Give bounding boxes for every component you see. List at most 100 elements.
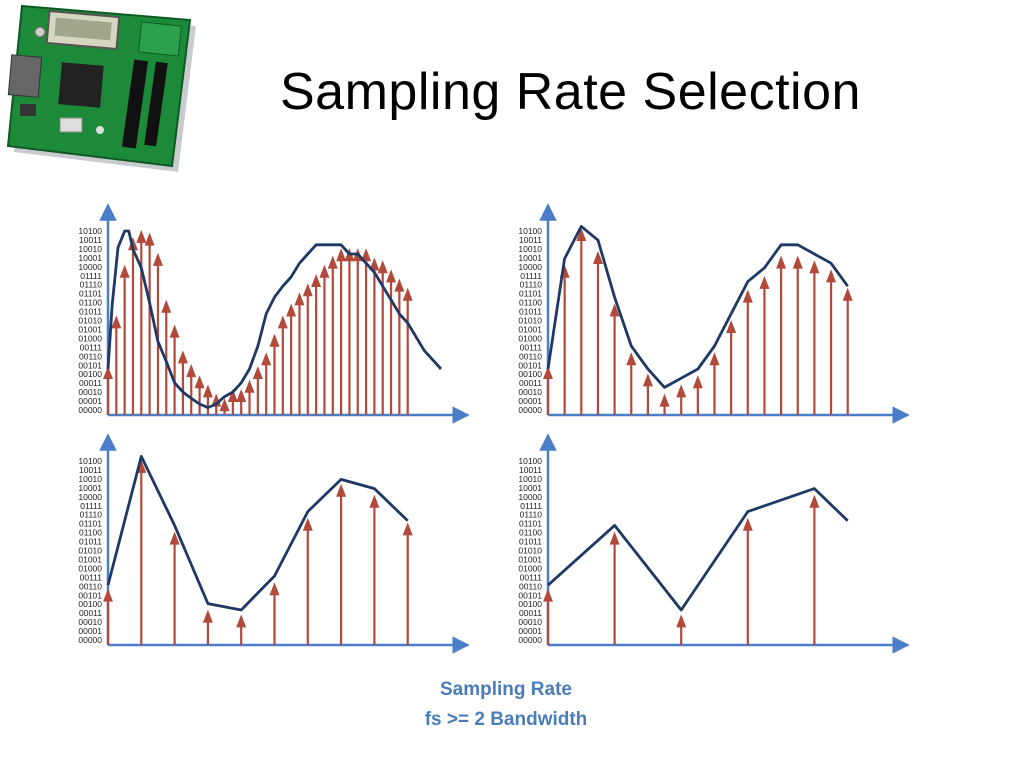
sample-arrowhead — [186, 364, 197, 378]
y-tick-label: 10000 — [518, 492, 542, 502]
y-tick-label: 00101 — [78, 360, 102, 370]
sample-arrow — [302, 517, 313, 645]
y-tick-label: 01011 — [79, 307, 102, 317]
sample-arrow — [676, 384, 687, 415]
y-tick-label: 01110 — [520, 510, 543, 520]
sample-arrow — [394, 278, 405, 415]
sample-arrowhead — [369, 257, 380, 271]
sample-arrow — [543, 588, 553, 645]
y-tick-label: 01001 — [518, 324, 542, 334]
sample-arrowhead — [236, 614, 247, 628]
sample-arrow — [369, 257, 380, 415]
sample-arrowhead — [402, 522, 413, 536]
y-tick-label: 10011 — [79, 235, 102, 245]
y-tick-label: 01101 — [79, 289, 102, 299]
sample-arrowhead — [592, 251, 603, 264]
y-tick-label: 01100 — [519, 298, 542, 308]
y-tick-label: 00100 — [518, 369, 542, 379]
sample-arrowhead — [809, 494, 820, 508]
slide-title: Sampling Rate Selection — [280, 63, 861, 121]
sample-arrowhead — [152, 252, 163, 266]
caption-line-2: fs >= 2 Bandwidth — [424, 709, 588, 730]
y-tick-label: 00011 — [79, 378, 102, 388]
y-tick-label: 01010 — [78, 546, 102, 556]
sample-arrowhead — [369, 494, 380, 508]
sample-arrow — [286, 303, 297, 415]
y-tick-label: 01011 — [79, 537, 102, 547]
y-tick-label: 10100 — [78, 226, 102, 236]
y-tick-label: 01111 — [520, 271, 542, 281]
sample-arrow — [776, 255, 787, 415]
sample-arrow — [103, 588, 113, 645]
sample-arrow — [709, 352, 720, 415]
y-tick-label: 10011 — [519, 235, 542, 245]
sample-arrow — [626, 352, 637, 415]
sample-arrowhead — [676, 614, 687, 628]
sample-arrow — [369, 494, 380, 645]
sample-arrow — [692, 375, 703, 415]
sample-arrowhead — [726, 320, 737, 333]
sample-arrow — [642, 373, 653, 415]
sample-arrow — [336, 248, 347, 415]
sample-arrowhead — [692, 375, 703, 389]
sample-arrowhead — [826, 269, 837, 283]
y-tick-label: 00101 — [518, 360, 542, 370]
sample-arrow — [726, 320, 737, 415]
sample-arrow — [261, 352, 272, 415]
sample-arrow — [194, 375, 205, 415]
sample-arrow — [236, 389, 247, 415]
y-tick-label: 01111 — [80, 501, 102, 511]
y-tick-label: 10000 — [78, 492, 102, 502]
sample-arrowhead — [709, 352, 720, 366]
y-tick-label: 01001 — [78, 554, 102, 564]
y-tick-label: 00011 — [519, 608, 542, 618]
y-tick-label: 01000 — [78, 563, 102, 573]
y-tick-label: 00001 — [78, 626, 102, 636]
sample-arrow — [826, 269, 837, 415]
y-tick-label: 00010 — [78, 617, 102, 627]
sample-arrow — [327, 255, 338, 415]
sample-arrow — [269, 333, 280, 415]
y-tick-label: 10011 — [519, 465, 542, 475]
sample-arrow — [742, 289, 753, 415]
sample-arrow — [609, 303, 620, 415]
sample-arrow — [809, 260, 820, 415]
sample-arrowhead — [144, 232, 155, 246]
sample-arrow — [319, 264, 330, 415]
y-tick-label: 10010 — [78, 474, 102, 484]
sample-arrowhead — [169, 531, 180, 545]
y-tick-label: 00110 — [79, 581, 102, 591]
sample-arrowhead — [626, 352, 637, 366]
sample-arrow — [809, 494, 820, 645]
y-tick-label: 00011 — [79, 608, 102, 618]
sample-arrow — [609, 531, 620, 645]
sample-arrowhead — [277, 315, 288, 329]
y-tick-label: 01101 — [519, 289, 542, 299]
y-tick-label: 01100 — [79, 528, 102, 538]
chart-top-right: 0000000001000100001100100001010011000111… — [518, 203, 910, 424]
sample-arrowhead — [202, 384, 213, 398]
y-tick-label: 00110 — [519, 351, 542, 361]
sample-arrow — [361, 248, 372, 415]
y-tick-label: 00101 — [78, 590, 102, 600]
sample-arrowhead — [377, 260, 388, 274]
sample-arrowhead — [136, 229, 147, 243]
sample-arrow — [659, 393, 670, 415]
sample-arrow — [127, 237, 138, 415]
y-tick-label: 01010 — [518, 546, 542, 556]
sample-arrowhead — [543, 366, 553, 379]
sample-arrowhead — [759, 275, 770, 289]
sample-arrow — [269, 582, 280, 645]
sample-arrowhead — [177, 350, 188, 364]
y-tick-label: 00001 — [78, 396, 102, 406]
sample-arrowhead — [676, 384, 687, 398]
sample-arrowhead — [543, 588, 553, 602]
y-tick-label: 00111 — [520, 572, 543, 582]
y-tick-label: 01101 — [519, 519, 542, 529]
y-tick-label: 01111 — [520, 501, 542, 511]
y-tick-label: 01000 — [518, 563, 542, 573]
sample-arrowhead — [576, 228, 587, 241]
sample-arrow — [302, 283, 313, 415]
sample-arrow — [244, 379, 255, 415]
y-tick-label: 00110 — [519, 581, 542, 591]
